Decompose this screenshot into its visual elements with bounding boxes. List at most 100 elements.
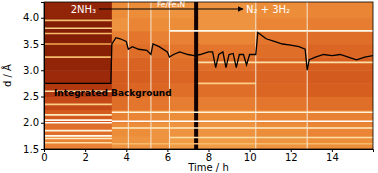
y-tick-mark: [41, 70, 44, 71]
y-tick-label: 1.5: [23, 144, 39, 155]
heatmap-cell: [44, 97, 112, 111]
peak-line: [169, 137, 373, 139]
heatmap-cell: [256, 70, 308, 84]
time-marker: [128, 2, 129, 149]
heatmap-cell: [194, 97, 199, 111]
peak-line: [44, 122, 112, 124]
x-tick-label: 12: [285, 152, 298, 163]
x-tick: 10: [244, 149, 257, 163]
heatmap-cell: [307, 70, 373, 84]
x-tick-label: 0: [41, 152, 47, 163]
heatmap-cell: [307, 123, 373, 137]
heatmap-cell: [128, 57, 151, 71]
heatmap-cell: [198, 83, 256, 97]
x-tick: 6: [165, 149, 171, 163]
heatmap-cell: [169, 18, 194, 32]
chart: 024681012141.52.02.53.03.54.0Time / hd /…: [0, 0, 378, 173]
heatmap-cell: [151, 136, 170, 149]
heatmap-cell: [151, 97, 170, 111]
heatmap-cell: [169, 123, 194, 137]
x-axis-title: Time / h: [187, 162, 229, 173]
peak-line: [44, 43, 112, 45]
y-axis-line: [41, 3, 45, 150]
time-marker: [255, 2, 256, 149]
heatmap-cell: [194, 70, 199, 84]
y-axis-title: d / Å: [1, 64, 13, 87]
heatmap-cell: [198, 97, 256, 111]
series-label: Integrated Background: [54, 88, 172, 98]
peak-line: [44, 114, 112, 116]
y-tick: 2.5: [23, 91, 44, 102]
time-marker: [169, 2, 170, 149]
heatmap-cell: [169, 97, 194, 111]
time-marker: [307, 2, 308, 149]
heatmap-cell: [198, 123, 256, 137]
heatmap-cell: [307, 44, 373, 58]
heatmap-cell: [256, 83, 308, 97]
x-tick-label: 6: [165, 152, 171, 163]
heatmap-cell: [112, 44, 129, 58]
y-tick-label: 4.0: [23, 12, 39, 23]
heatmap-cell: [44, 18, 112, 32]
x-tick: 4: [124, 149, 130, 163]
heatmap-cell: [128, 31, 151, 45]
heatmap-cell: [194, 18, 199, 32]
heatmap-cell: [256, 57, 308, 71]
heatmap-cell: [151, 18, 170, 32]
heatmap-cell: [198, 44, 256, 58]
peak-line: [44, 142, 112, 144]
heatmap-cell: [256, 44, 308, 58]
heatmap-cell: [194, 57, 199, 71]
x-tick-label: 4: [124, 152, 130, 163]
heatmap-cell: [44, 123, 112, 137]
heatmap-cell: [194, 31, 199, 45]
y-tick: 3.5: [23, 39, 44, 50]
heatmap-cell: [307, 2, 373, 18]
heatmap-cell: [128, 97, 151, 111]
y-tick-label: 3.0: [23, 65, 39, 76]
heatmap-cell: [194, 123, 199, 137]
series-line: [44, 32, 373, 83]
peaks: [44, 20, 373, 143]
peak-line: [169, 30, 373, 32]
x-tick: 12: [285, 149, 298, 163]
x-tick: 0: [41, 149, 47, 163]
heatmap-cell: [112, 2, 129, 18]
y-tick-label: 3.5: [23, 39, 39, 50]
heatmap-cell: [44, 57, 112, 71]
heatmap-cell: [256, 18, 308, 32]
annotation: N₂ + 3H₂: [246, 4, 290, 15]
y-tick-label: 2.0: [23, 117, 39, 128]
heatmap-cell: [307, 57, 373, 71]
y-tick-mark: [41, 18, 44, 19]
y-tick-mark: [41, 123, 44, 124]
time-marker: [150, 2, 151, 149]
heatmap-cell: [198, 18, 256, 32]
heatmap-cell: [112, 123, 129, 137]
heatmap-cell: [128, 123, 151, 137]
heatmap-cell: [198, 31, 256, 45]
heatmap-cell: [44, 44, 112, 58]
heatmap-cell: [307, 31, 373, 45]
heatmap-cell: [194, 2, 199, 18]
heatmap-cell: [112, 18, 129, 32]
peak-line: [44, 135, 112, 137]
annotation: 2NH₃: [71, 4, 96, 15]
heatmap-cell: [198, 70, 256, 84]
reaction: 2NH₃Fe/Fe₄NN₂ + 3H₂: [71, 0, 291, 15]
heatmap-cell: [128, 18, 151, 32]
x-tick: 8: [206, 149, 212, 163]
heatmap-cell: [112, 97, 129, 111]
heatmap-cell: [256, 97, 308, 111]
heatmap-cell: [307, 83, 373, 97]
peak-line: [44, 130, 112, 132]
peak-line: [44, 27, 112, 29]
heatmap: [44, 2, 373, 149]
heatmap-cell: [256, 123, 308, 137]
y-tick-mark: [41, 97, 44, 98]
y-tick: 2.0: [23, 117, 44, 128]
heatmap-cell: [112, 70, 129, 84]
heatmap-cell: [307, 18, 373, 32]
heatmap-cell: [128, 2, 151, 18]
vlines: [128, 2, 307, 149]
